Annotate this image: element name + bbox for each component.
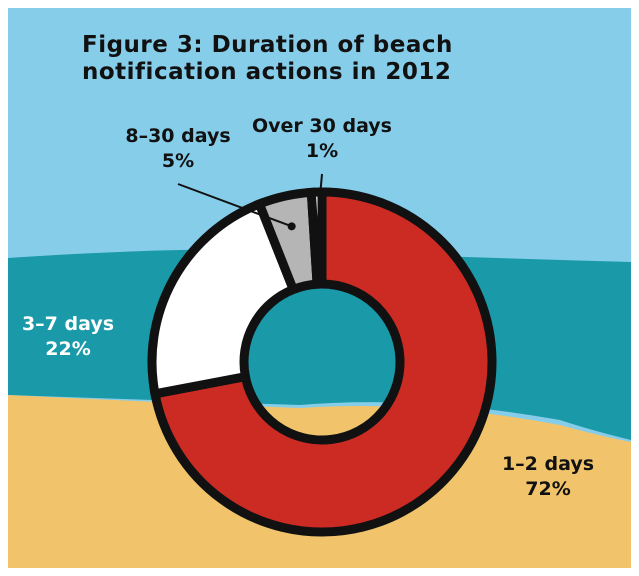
value-label: 72% [525, 478, 570, 500]
value-label: 22% [45, 338, 90, 360]
slice-label: 3–7 days [22, 313, 114, 335]
chart-title: Figure 3: Duration of beach notification… [82, 32, 582, 86]
donut-slice [311, 192, 322, 284]
slice-label: 8–30 days [125, 125, 230, 147]
chart: 1–2 days 72% 3–7 days 22% 8–30 days 5% Over 30… [0, 0, 639, 576]
slice-label: 1–2 days [502, 453, 594, 475]
leader-dot [288, 222, 296, 230]
background: 1–2 days 72% 3–7 days 22% 8–30 days 5% Over 30… [0, 0, 639, 576]
value-label: 5% [162, 150, 194, 172]
slice-label: Over 30 days [252, 115, 392, 137]
leader-dot [314, 219, 322, 227]
value-label: 1% [306, 140, 338, 162]
